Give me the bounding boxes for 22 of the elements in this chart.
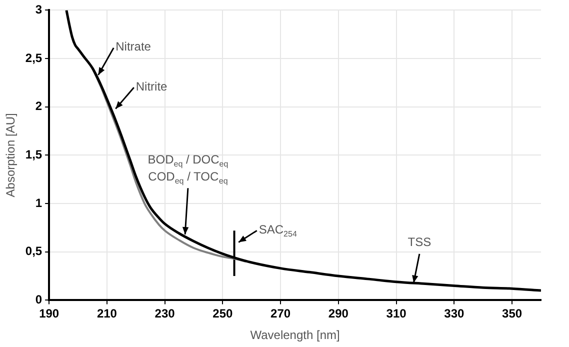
x-tick-label: 290	[328, 306, 349, 321]
y-axis-title: Absorption [AU]	[4, 113, 18, 198]
y-tick-label: 1	[35, 196, 42, 210]
x-tick-label: 270	[270, 306, 291, 321]
y-tick-label: 2	[35, 99, 42, 114]
line-series	[65, 10, 541, 292]
x-tick-label: 230	[154, 306, 176, 321]
annotation: TSS	[408, 235, 432, 250]
x-axis-title: Wavelength [nm]	[250, 328, 340, 342]
x-tick-label: 310	[386, 306, 407, 321]
annotation: Nitrite	[136, 79, 168, 94]
y-tick-label: 0	[35, 292, 42, 307]
x-tick-label: 350	[502, 306, 522, 321]
y-tick-label: 2,5	[25, 50, 42, 65]
x-tick-label: 330	[444, 306, 465, 321]
y-tick-label: 3	[35, 2, 42, 17]
y-tick-label: 1,5	[25, 148, 42, 162]
x-tick-label: 250	[212, 306, 234, 321]
x-tick-label: 190	[39, 306, 60, 321]
annotation: Nitrate	[116, 40, 152, 54]
y-tick-label: 0,5	[25, 244, 42, 258]
x-tick-label: 210	[96, 306, 118, 321]
